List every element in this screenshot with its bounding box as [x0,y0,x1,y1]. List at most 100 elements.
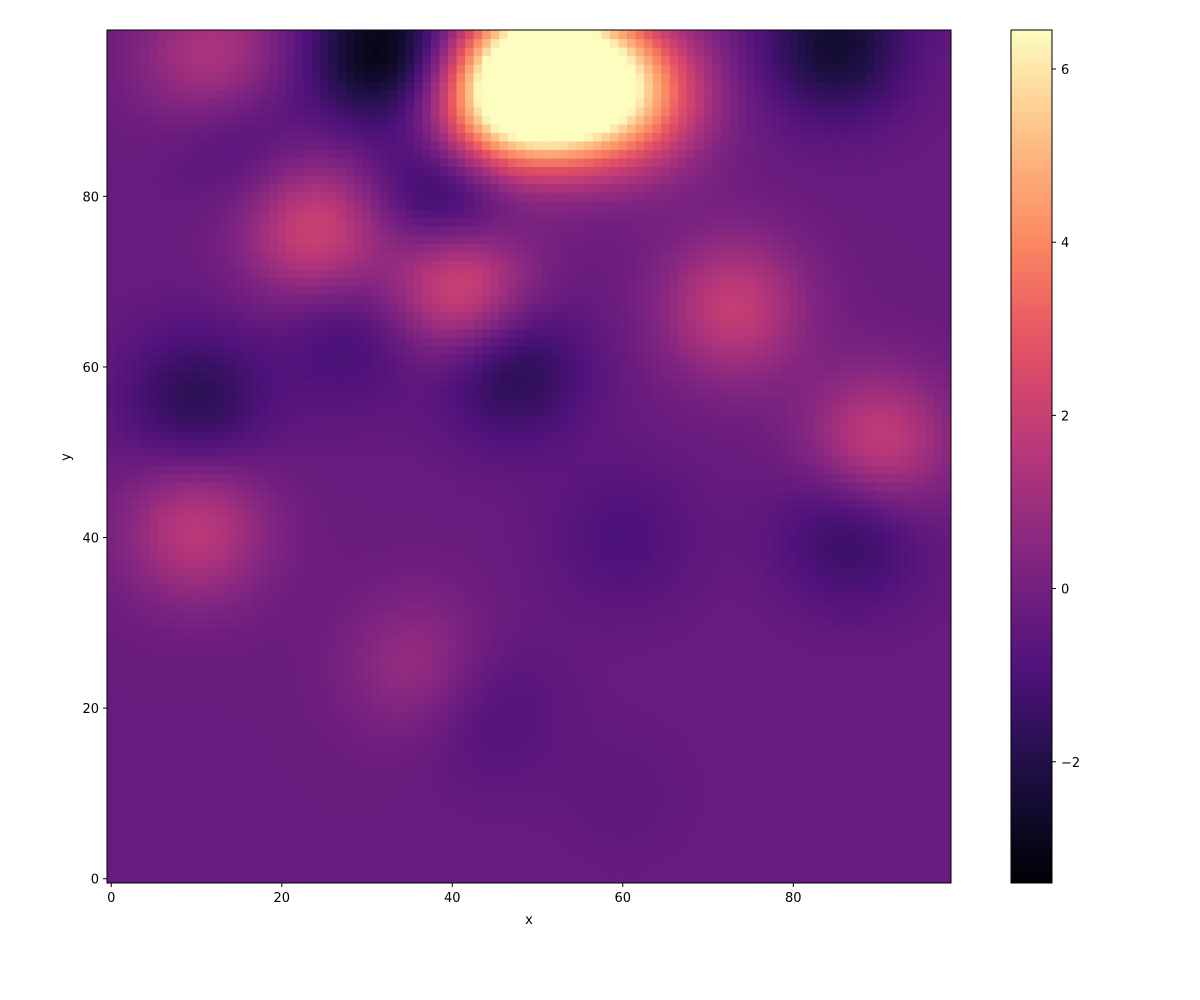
heatmap-cell [345,720,355,731]
heatmap-cell [763,575,773,586]
heatmap-cell [379,516,389,526]
heatmap-cell [413,575,424,586]
heatmap-cell [601,857,611,867]
heatmap-cell [771,831,782,841]
heatmap-cell [806,652,816,662]
heatmap-cell [183,567,193,577]
heatmap-cell [430,610,441,620]
heatmap-cell [550,618,560,628]
heatmap-cell [865,507,875,517]
heatmap-cell [268,575,279,586]
heatmap-cell [490,447,500,458]
heatmap-cell [499,652,509,662]
heatmap-cell [857,814,867,824]
heatmap-cell [303,797,313,807]
heatmap-cell [490,865,500,876]
heatmap-cell [379,874,389,883]
heatmap-cell [661,669,671,679]
heatmap-cell [652,558,662,568]
heatmap-cell [337,507,347,517]
heatmap-cell [891,703,901,713]
heatmap-cell [533,857,543,867]
heatmap-cell [737,720,747,731]
heatmap-cell [209,465,219,475]
heatmap-cell [209,729,219,739]
heatmap-cell [354,737,364,748]
heatmap-cell [413,678,424,688]
heatmap-cell [797,575,807,586]
heatmap-cell [320,797,330,807]
heatmap-cell [516,763,526,773]
heatmap-cell [456,533,466,543]
heatmap-cell [686,610,696,620]
heatmap-cell [183,857,193,867]
heatmap-cell [720,678,730,688]
heatmap-cell [413,524,424,534]
heatmap-cell [226,789,236,799]
heatmap-cell [797,772,807,782]
heatmap-cell [933,755,944,765]
heatmap-cell [490,482,500,492]
heatmap-cell [311,456,321,466]
heatmap-cell [627,848,637,859]
heatmap-cell [669,610,679,620]
heatmap-cell [166,746,176,756]
heatmap-cell [286,499,296,509]
heatmap-cell [652,456,662,466]
heatmap-cell [166,814,176,824]
heatmap-cell [635,789,645,799]
heatmap-cell [371,652,381,662]
heatmap-cell [277,780,287,790]
heatmap-cell [200,533,210,543]
heatmap-cell [933,618,944,628]
heatmap-cell [175,652,185,662]
heatmap-cell [396,823,406,833]
heatmap-cell [797,746,807,756]
heatmap-cell [430,746,441,756]
heatmap-cell [490,661,500,671]
heatmap-cell [328,618,338,628]
heatmap-cell [286,780,296,790]
heatmap-cell [507,720,517,731]
heatmap-cell [831,695,841,705]
heatmap-cell [942,635,951,645]
heatmap-cell [132,720,142,731]
heatmap-cell [789,516,799,526]
heatmap-cell [618,772,628,782]
heatmap-cell [268,865,279,876]
heatmap-cell [439,618,449,628]
heatmap-cell [200,584,210,594]
heatmap-cell [251,755,262,765]
heatmap-cell [925,857,935,867]
heatmap-cell [644,558,654,568]
heatmap-cell [720,644,730,654]
heatmap-cell [797,848,807,859]
heatmap-cell [806,712,816,722]
heatmap-cell [780,755,790,765]
heatmap-cell [354,755,364,765]
heatmap-cell [371,575,381,586]
heatmap-cell [286,840,296,850]
heatmap-cell [396,661,406,671]
heatmap-cell [362,550,372,560]
heatmap-cell [183,575,193,586]
heatmap-cell [183,644,193,654]
heatmap-cell [345,550,355,560]
heatmap-cell [294,644,304,654]
heatmap-cell [916,575,927,586]
heatmap-cell [320,601,330,611]
heatmap-cell [558,465,568,475]
heatmap-cell [575,865,586,876]
heatmap-cell [678,865,688,876]
heatmap-cell [149,720,159,731]
heatmap-cell [379,729,389,739]
heatmap-cell [899,644,909,654]
heatmap-cell [823,695,833,705]
heatmap-cell [388,644,398,654]
heatmap-cell [644,669,654,679]
heatmap-cell [899,789,909,799]
heatmap-cell [251,499,262,509]
heatmap-cell [737,661,747,671]
heatmap-cell [806,533,816,543]
heatmap-cell [226,746,236,756]
